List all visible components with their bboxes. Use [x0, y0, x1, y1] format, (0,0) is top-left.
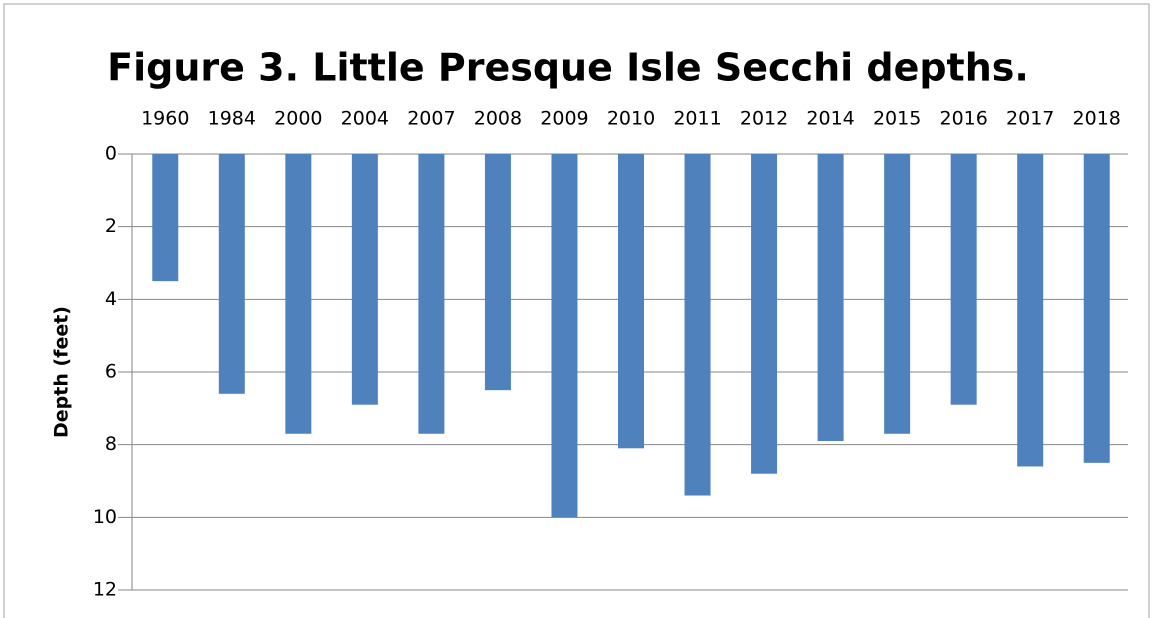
bar: [684, 154, 711, 496]
x-tick-label: 2017: [1006, 108, 1054, 130]
x-tick-label: 2014: [806, 108, 854, 130]
x-tick-label: 2015: [873, 108, 921, 130]
y-axis-label: Depth (feet): [51, 306, 73, 438]
bar: [1083, 154, 1110, 463]
bar: [218, 154, 245, 394]
x-tick-label: 2007: [407, 108, 455, 130]
bar: [950, 154, 977, 405]
bar: [618, 154, 644, 449]
bar: [551, 154, 578, 518]
x-tick-label: 2010: [607, 108, 655, 130]
x-tick-label: 2008: [474, 108, 522, 130]
y-tick-label: 10: [93, 506, 117, 528]
y-tick-label: 6: [105, 361, 117, 383]
bar: [152, 154, 179, 282]
bar: [817, 154, 844, 442]
bar: [1017, 154, 1044, 467]
x-tick-label: 1984: [208, 108, 256, 130]
chart-border: [3, 3, 1150, 618]
x-tick-label: 2009: [540, 108, 588, 130]
x-tick-label: 2004: [341, 108, 389, 130]
x-tick-label: 2012: [740, 108, 788, 130]
bar: [484, 154, 511, 391]
bar: [285, 154, 312, 434]
y-tick-label: 8: [105, 433, 117, 455]
y-tick-label: 4: [105, 288, 117, 310]
bar: [351, 154, 378, 405]
bar: [751, 154, 778, 474]
x-tick-label: 1960: [141, 108, 189, 130]
x-tick-label: 2016: [939, 108, 987, 130]
bar: [884, 154, 911, 434]
x-tick-label: 2011: [673, 108, 721, 130]
x-tick-label: 2018: [1073, 108, 1121, 130]
x-tick-label: 2000: [274, 108, 322, 130]
y-tick-label: 0: [105, 143, 117, 165]
y-tick-label: 2: [105, 215, 117, 237]
chart-title: Figure 3. Little Presque Isle Secchi dep…: [107, 46, 1029, 90]
y-tick-label: 12: [93, 579, 117, 601]
bar: [418, 154, 445, 434]
